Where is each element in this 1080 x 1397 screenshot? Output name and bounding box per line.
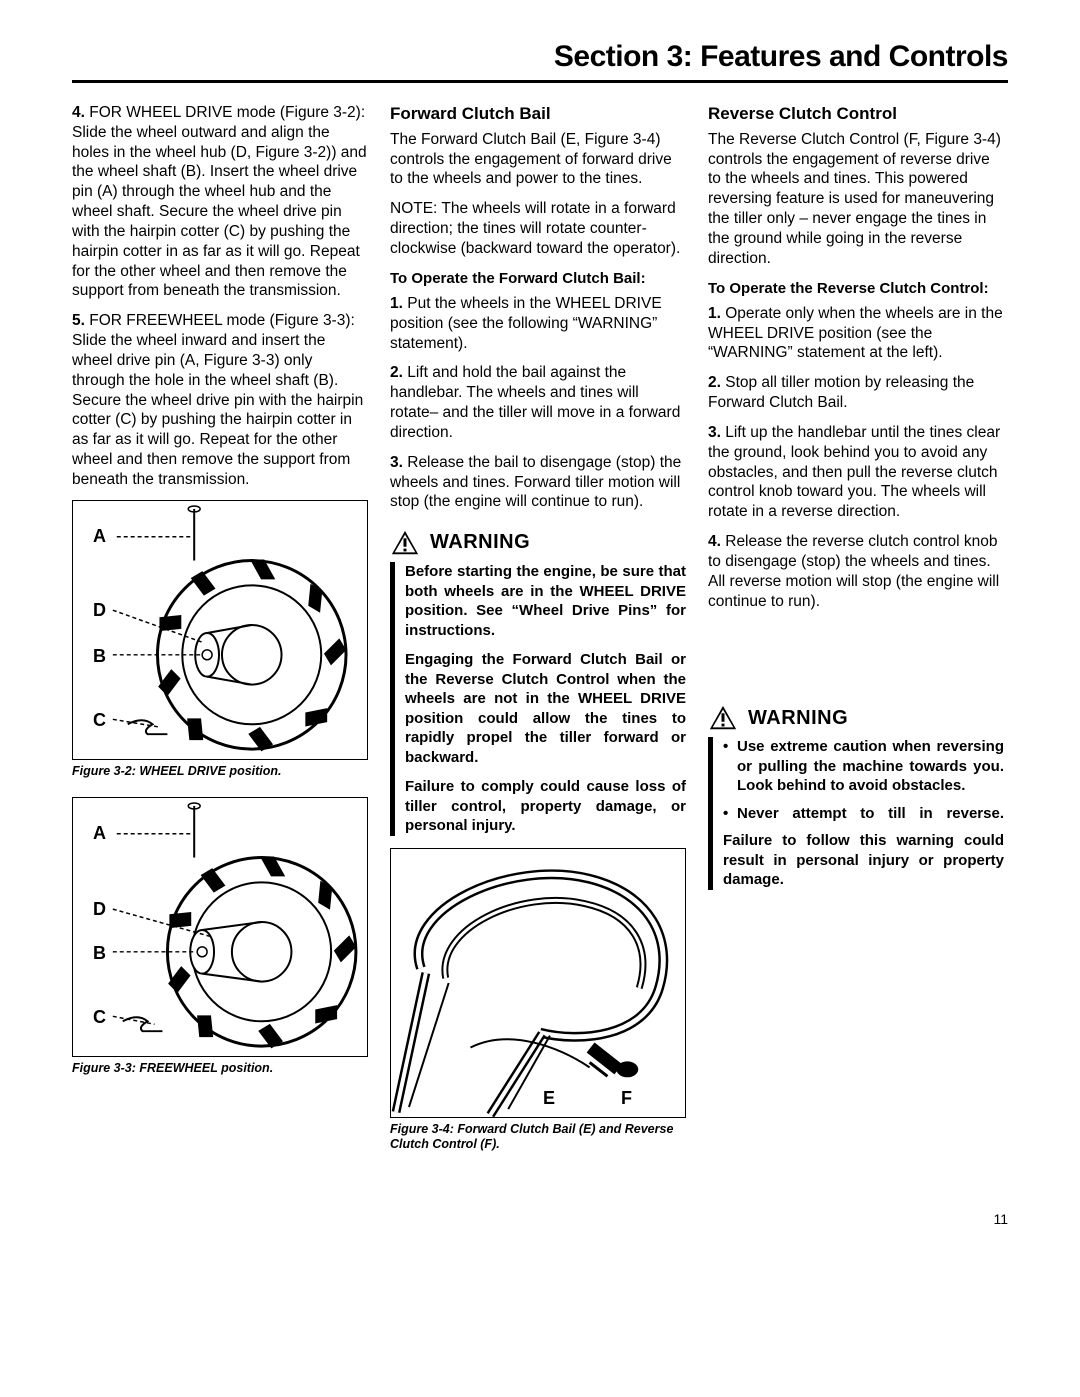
- figure-3-2-caption: Figure 3-2: WHEEL DRIVE position.: [72, 764, 368, 780]
- figure-3-4: E F: [390, 848, 686, 1118]
- label-B: B: [93, 645, 106, 668]
- warn-p3: Failure to comply could cause loss of ti…: [405, 777, 686, 836]
- rev-step-3: 3. Lift up the handlebar until the tines…: [708, 423, 1004, 522]
- step-5: 5. FOR FREEWHEEL mode (Figure 3-3): Slid…: [72, 311, 368, 489]
- label-D: D: [93, 599, 106, 622]
- fwd-p1: The Forward Clutch Bail (E, Figure 3-4) …: [390, 130, 686, 189]
- fwd-step-3: 3. Release the bail to disengage (stop) …: [390, 453, 686, 512]
- step-num: 5.: [72, 312, 85, 329]
- forward-clutch-heading: Forward Clutch Bail: [390, 103, 686, 125]
- rev-p1: The Reverse Clutch Control (F, Figure 3-…: [708, 130, 1004, 269]
- figure-3-2: A D B C: [72, 500, 368, 760]
- label-C: C: [93, 1006, 106, 1029]
- reverse-clutch-heading: Reverse Clutch Control: [708, 103, 1004, 125]
- section-title: Section 3: Features and Controls: [72, 40, 1008, 74]
- fwd-operate-heading: To Operate the Forward Clutch Bail:: [390, 269, 686, 288]
- rev-step-2: 2. Stop all tiller motion by releasing t…: [708, 373, 1004, 413]
- fwd-step-2: 2. Lift and hold the bail against the ha…: [390, 363, 686, 442]
- label-F: F: [621, 1087, 632, 1110]
- warning-heading: WARNING: [390, 528, 686, 558]
- column-3: Reverse Clutch Control The Reverse Clutc…: [708, 103, 1004, 1171]
- freewheel-illustration: [73, 798, 367, 1056]
- label-A: A: [93, 822, 106, 845]
- warn-p1: Before starting the engine, be sure that…: [405, 562, 686, 640]
- warning-triangle-icon: [390, 528, 420, 558]
- step-num: 4.: [72, 104, 85, 121]
- warn-bullet-2: •Never attempt to till in reverse.: [723, 804, 1004, 824]
- warning-body-2: •Use extreme caution when reversing or p…: [708, 737, 1004, 890]
- label-E: E: [543, 1087, 555, 1110]
- fwd-step-1: 1. Put the wheels in the WHEEL DRIVE pos…: [390, 294, 686, 353]
- label-A: A: [93, 525, 106, 548]
- column-2: Forward Clutch Bail The Forward Clutch B…: [390, 103, 686, 1171]
- warning-body: Before starting the engine, be sure that…: [390, 562, 686, 836]
- clutch-illustration: [391, 849, 685, 1117]
- warning-heading-2: WARNING: [708, 703, 1004, 733]
- figure-3-3-caption: Figure 3-3: FREEWHEEL position.: [72, 1061, 368, 1077]
- page-number: 11: [72, 1211, 1008, 1227]
- warning-label: WARNING: [430, 530, 530, 556]
- label-B: B: [93, 942, 106, 965]
- warn-bullet-1: •Use extreme caution when reversing or p…: [723, 737, 1004, 796]
- figure-3-4-caption: Figure 3-4: Forward Clutch Bail (E) and …: [390, 1122, 686, 1153]
- figure-3-3: A D B C: [72, 797, 368, 1057]
- warn-p2: Engaging the Forward Clutch Bail or the …: [405, 650, 686, 767]
- step-text: FOR WHEEL DRIVE mode (Figure 3-2): Slide…: [72, 104, 367, 299]
- step-4: 4. FOR WHEEL DRIVE mode (Figure 3-2): Sl…: [72, 103, 368, 301]
- label-D: D: [93, 898, 106, 921]
- wheel-drive-illustration: [73, 501, 367, 759]
- label-C: C: [93, 709, 106, 732]
- warning-label: WARNING: [748, 706, 848, 732]
- rev-step-1: 1. Operate only when the wheels are in t…: [708, 304, 1004, 363]
- step-text: FOR FREEWHEEL mode (Figure 3-3): Slide t…: [72, 312, 363, 488]
- column-1: 4. FOR WHEEL DRIVE mode (Figure 3-2): Sl…: [72, 103, 368, 1171]
- header-rule: [72, 80, 1008, 83]
- warn-p3: Failure to follow this warning could res…: [723, 831, 1004, 890]
- rev-operate-heading: To Operate the Reverse Clutch Control:: [708, 279, 1004, 298]
- fwd-p2: NOTE: The wheels will rotate in a forwar…: [390, 199, 686, 258]
- page-header: Section 3: Features and Controls: [72, 40, 1008, 83]
- warning-triangle-icon: [708, 703, 738, 733]
- rev-step-4: 4. Release the reverse clutch control kn…: [708, 532, 1004, 611]
- content-columns: 4. FOR WHEEL DRIVE mode (Figure 3-2): Sl…: [72, 103, 1008, 1171]
